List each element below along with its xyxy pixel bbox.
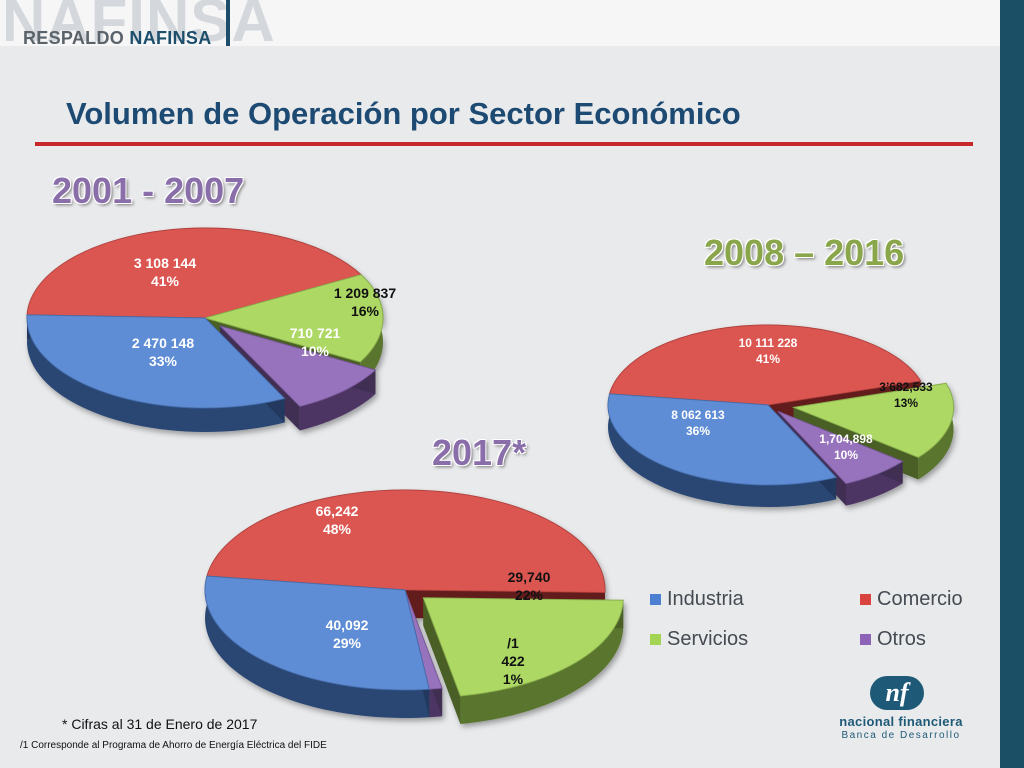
pie-slice-comercio xyxy=(206,489,606,594)
footnote-cifras: * Cifras al 31 de Enero de 2017 xyxy=(62,716,258,732)
footnote-programa: /1 Corresponde al Programa de Ahorro de … xyxy=(20,740,327,751)
logo-name: nacional financiera xyxy=(839,714,963,729)
pie-gloss-industria xyxy=(27,314,285,409)
pie-tops-0: 3 108 144 41% 1 209 837 16% 710 721 10% 2 470 … xyxy=(26,227,396,409)
brand-highlight: NAFINSA xyxy=(129,28,212,48)
chart-title-3: 2017* xyxy=(432,432,527,473)
pie-gloss-servicios xyxy=(205,274,383,363)
data-label-otros: /1 xyxy=(507,635,519,651)
header-band xyxy=(0,0,1000,46)
pie-tops-1: 10 111 228 41% 3’682,533 13% 1,704,898 10% 8 0… xyxy=(607,324,955,486)
data-label-otros: 10% xyxy=(301,343,330,359)
data-label-comercio: 10 111 228 xyxy=(739,336,798,350)
data-label-comercio: 41% xyxy=(151,273,180,289)
data-label-servicios: 22% xyxy=(515,587,544,603)
legend-label-servicios: Servicios xyxy=(667,628,749,650)
legend-label-industria: Industria xyxy=(667,588,744,610)
data-label-industria: 33% xyxy=(149,353,178,369)
pie-2001-2007: 3 108 144 41% 1 209 837 16% 710 721 10% 2 470 … xyxy=(26,227,396,432)
pie-slice-servicios xyxy=(791,382,955,459)
data-label-industria: 36% xyxy=(686,424,710,438)
data-label-servicios: 16% xyxy=(351,303,380,319)
legend-label-otros: Otros xyxy=(877,628,926,650)
data-label-comercio: 66,242 xyxy=(316,503,359,519)
pie-slice-comercio xyxy=(608,324,922,406)
data-label-otros: 1,704,898 xyxy=(819,432,873,446)
logo-subtitle: Banca de Desarrollo xyxy=(841,730,961,741)
legend-swatch-otros xyxy=(860,634,871,645)
pie-2017: 66,242 48% 29,740 22% /1 422 1% 40,092 29% xyxy=(204,489,624,725)
data-label-servicios: 1 209 837 xyxy=(334,285,396,301)
pie-slice-industria xyxy=(204,575,430,691)
brand-prefix: RESPALDO xyxy=(23,28,125,48)
pie-side-industria xyxy=(205,576,430,718)
pie-side-industria xyxy=(608,393,837,507)
data-label-otros: 422 xyxy=(501,653,525,669)
pie-gloss-servicios xyxy=(423,597,624,697)
data-label-industria: 2 470 148 xyxy=(132,335,194,351)
pie-gloss-industria xyxy=(608,393,837,486)
pie-slice-servicios xyxy=(422,597,624,697)
pie-gloss-otros xyxy=(405,590,443,690)
data-label-servicios: 3’682,533 xyxy=(879,380,933,394)
data-label-servicios: 13% xyxy=(894,396,918,410)
legend-item-servicios: Servicios xyxy=(650,628,748,651)
legend-label-comercio: Comercio xyxy=(877,588,963,610)
pie-gloss-industria xyxy=(205,576,430,690)
pie-slice-servicios xyxy=(203,274,384,363)
legend: Industria Comercio Servicios Otros xyxy=(650,588,990,668)
title-underline xyxy=(35,142,973,146)
legend-item-comercio: Comercio xyxy=(860,588,963,611)
data-label-industria: 40,092 xyxy=(326,617,369,633)
data-label-industria: 8 062 613 xyxy=(671,408,725,422)
data-label-industria: 29% xyxy=(333,635,362,651)
legend-swatch-comercio xyxy=(860,594,871,605)
pie-gloss-comercio xyxy=(609,325,921,405)
pie-side-industria xyxy=(27,314,285,432)
brand-label: RESPALDO NAFINSA xyxy=(23,28,212,49)
pie-side-servicios xyxy=(918,383,954,480)
pie-slice-industria xyxy=(26,314,286,409)
pie-2008-2016: 10 111 228 41% 3’682,533 13% 1,704,898 10% 8 0… xyxy=(607,324,955,507)
chart-title-2: 2008 – 2016 xyxy=(704,232,905,273)
pie-charts-canvas: 3 108 144 41% 1 209 837 16% 710 721 10% 2 470 … xyxy=(26,227,955,725)
legend-item-otros: Otros xyxy=(860,628,926,651)
pie-slice-comercio xyxy=(26,227,363,319)
data-label-otros: 710 721 xyxy=(290,325,341,341)
nacional-financiera-logo: nf nacional financiera Banca de Desarrol… xyxy=(826,672,976,748)
pie-gloss-otros xyxy=(777,411,903,484)
pie-slice-industria xyxy=(607,393,838,486)
legend-swatch-industria xyxy=(650,594,661,605)
pie-slice-otros xyxy=(777,410,904,485)
pie-slice-otros xyxy=(218,324,377,407)
nf-logo-icon: nf xyxy=(870,676,924,710)
pie-gloss-servicios xyxy=(793,383,954,458)
pie-tops-2: 66,242 48% 29,740 22% /1 422 1% 40,092 29% xyxy=(204,489,624,697)
right-accent-bar xyxy=(1000,0,1024,768)
chart-title-1: 2001 - 2007 xyxy=(52,170,245,211)
legend-item-industria: Industria xyxy=(650,588,744,611)
legend-swatch-servicios xyxy=(650,634,661,645)
pie-gloss-comercio xyxy=(206,490,605,593)
data-label-otros: 1% xyxy=(503,671,524,687)
pie-side-servicios xyxy=(460,600,624,725)
pie-gloss-otros xyxy=(220,325,376,407)
data-label-otros: 10% xyxy=(834,448,858,462)
page-title: Volumen de Operación por Sector Económic… xyxy=(66,96,741,131)
pie-gloss-comercio xyxy=(27,227,362,318)
data-label-comercio: 3 108 144 xyxy=(134,255,196,271)
pie-wall-servicios-b xyxy=(423,597,461,725)
brand-separator xyxy=(226,0,230,46)
data-label-servicios: 29,740 xyxy=(508,569,551,585)
data-label-comercio: 41% xyxy=(756,352,780,366)
data-label-comercio: 48% xyxy=(323,521,352,537)
